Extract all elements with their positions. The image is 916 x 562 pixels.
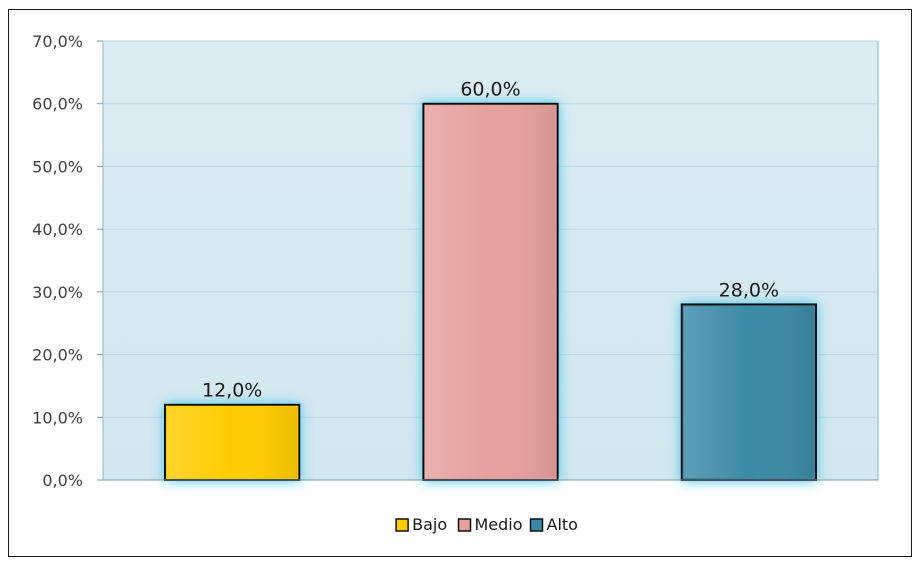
data-labels: 12,0% 60,0% 28,0% [202,79,779,402]
legend-label: Bajo [412,515,447,534]
y-tick-label: 10,0% [32,408,83,427]
data-label-medio: 60,0% [460,79,520,101]
y-axis-tick-labels: 0,0% 10,0% 20,0% 30,0% 40,0% 50,0% 60,0% 70,0% [32,32,83,490]
legend-label: Medio [475,515,523,534]
legend-item-alto: Alto [529,515,578,534]
legend-swatch [529,518,544,532]
bars [164,102,818,481]
bar-highlight [683,306,814,478]
y-tick-label: 20,0% [32,346,83,365]
y-tick-label: 30,0% [32,283,83,302]
legend-swatch [395,518,409,532]
y-tick-label: 0,0% [42,471,83,490]
data-label-bajo: 12,0% [202,380,262,402]
legend-label: Alto [547,515,578,534]
bar-highlight [167,406,298,478]
legend-swatch [457,518,472,532]
y-tick-label: 50,0% [32,157,83,176]
legend-item-medio: Medio [457,515,523,534]
y-tick-label: 40,0% [32,220,83,239]
bar-bajo [164,403,301,481]
data-label-alto: 28,0% [719,279,779,301]
y-tick-label: 60,0% [32,95,83,114]
bar-medio [422,102,559,481]
legend: Bajo Medio Alto [395,515,578,534]
bar-highlight [425,105,556,478]
y-tick-label: 70,0% [32,32,83,51]
bar-alto [680,303,818,481]
legend-item-bajo: Bajo [395,515,447,534]
